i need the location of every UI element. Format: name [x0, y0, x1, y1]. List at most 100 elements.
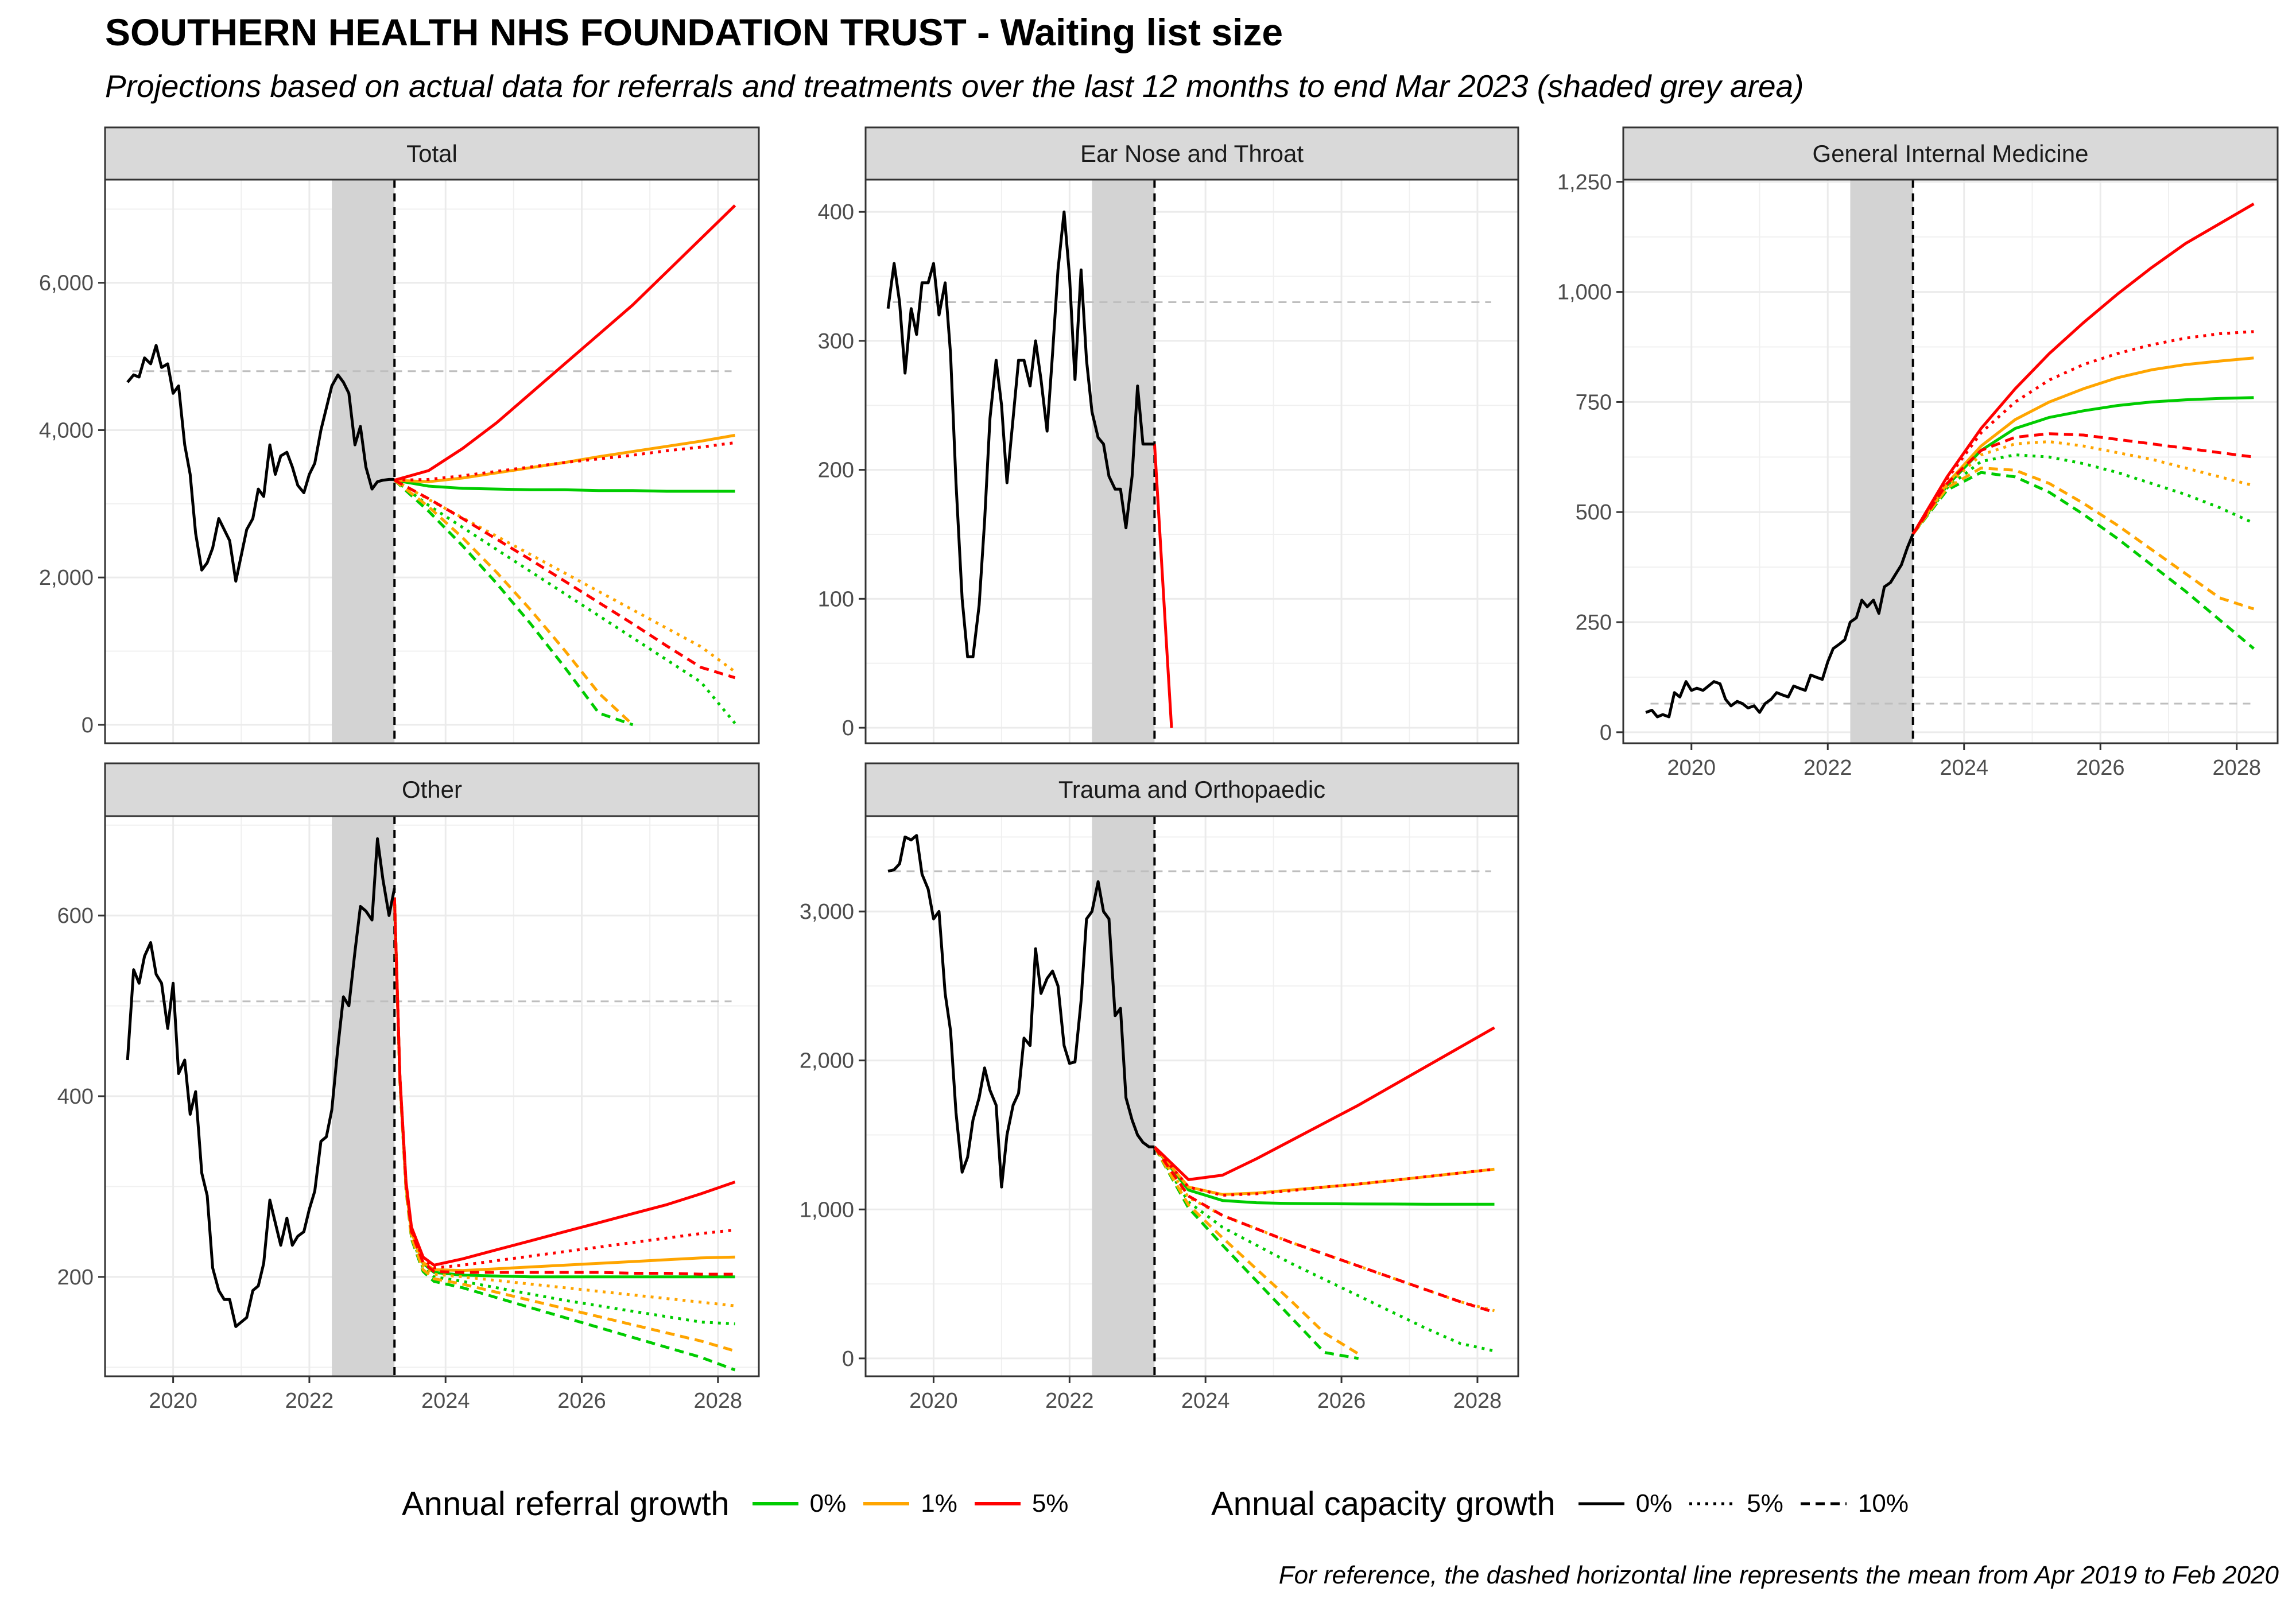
projection-line-ref0-cap10	[1153, 1146, 1359, 1360]
y-tick-label: 300	[818, 329, 854, 354]
x-tick-label: 2022	[285, 1389, 334, 1413]
chart-subtitle: Projections based on actual data for ref…	[105, 68, 1804, 104]
x-tick-label: 2028	[694, 1389, 743, 1413]
chart-title: SOUTHERN HEALTH NHS FOUNDATION TRUST - W…	[105, 11, 1283, 53]
panel-border	[864, 815, 1519, 1377]
capacity-legend-label-0: 0%	[1635, 1489, 1673, 1517]
actual-line	[126, 344, 395, 583]
series-group	[886, 210, 1173, 728]
projection-line-ref5-cap5	[1911, 330, 2254, 535]
x-tick-label: 2026	[1317, 1389, 1366, 1413]
panel-strip-label: Total	[406, 140, 457, 167]
x-tick-label: 2020	[1667, 756, 1716, 780]
projection-line-ref1-cap0	[1153, 1146, 1495, 1196]
projection-line-ref1-cap10	[393, 897, 736, 1353]
y-tick-label: 0	[82, 713, 94, 737]
referral-legend-key-2	[974, 1502, 1021, 1505]
y-tick-label: 200	[57, 1266, 94, 1290]
shaded-period	[1092, 180, 1155, 743]
capacity-legend-label-1: 5%	[1747, 1489, 1783, 1517]
y-tick-label: 100	[818, 587, 854, 611]
y-tick-label: 750	[1576, 390, 1612, 414]
capacity-growth-legend: Annual capacity growth 0% 5% 10%	[1211, 1481, 1920, 1527]
x-tick-label: 2020	[149, 1389, 197, 1413]
x-tick-label: 2024	[1940, 756, 1988, 780]
capacity-legend-key-dashed	[1800, 1502, 1847, 1505]
x-tick-label: 2026	[557, 1389, 606, 1413]
panel-border	[1622, 178, 2279, 744]
y-tick-label: 1,000	[1557, 281, 1612, 305]
panel-strip-label: General Internal Medicine	[1813, 140, 2089, 167]
projection-line-ref0-cap5	[1911, 453, 2255, 535]
projection-line-ref1-cap10	[393, 479, 634, 726]
capacity-legend-key-solid	[1578, 1502, 1624, 1505]
panel-strip	[104, 762, 760, 817]
actual-line	[887, 834, 1155, 1189]
projection-line-ref1-cap0	[1911, 356, 2254, 535]
referral-legend-title: Annual referral growth	[402, 1485, 730, 1523]
chart-caption: For reference, the dashed horizontal lin…	[1278, 1561, 2279, 1589]
y-tick-label: 6,000	[39, 271, 94, 296]
projection-line-ref0-cap10	[393, 479, 634, 727]
y-tick-label: 0	[1600, 721, 1612, 745]
projection-line-ref5-cap5	[394, 441, 735, 482]
projection-line-ref5-cap10	[394, 479, 736, 680]
x-tick-label: 2024	[1181, 1389, 1230, 1413]
projection-line-ref5-cap0	[1153, 444, 1173, 728]
panel-border	[864, 178, 1519, 744]
projection-line-ref0-cap10	[1911, 471, 2255, 650]
x-tick-label: 2022	[1804, 756, 1852, 780]
capacity-legend-title: Annual capacity growth	[1211, 1485, 1556, 1523]
y-tick-label: 1,250	[1557, 170, 1612, 195]
y-tick-label: 3,000	[800, 900, 854, 924]
panel-strip	[864, 126, 1519, 181]
y-tick-label: 400	[57, 1085, 94, 1109]
y-tick-label: 0	[842, 1347, 854, 1371]
x-tick-label: 2024	[421, 1389, 470, 1413]
y-tick-label: 200	[818, 459, 854, 483]
panel-border	[104, 178, 760, 744]
projection-line-ref5-cap0	[1911, 203, 2255, 535]
referral-legend-key-0	[752, 1502, 798, 1505]
referral-growth-legend: Annual referral growth 0% 1% 5%	[402, 1481, 1080, 1527]
x-tick-label: 2028	[1453, 1389, 1502, 1413]
projection-line-ref5-cap0	[1153, 1026, 1495, 1181]
referral-legend-label-2: 5%	[1031, 1489, 1069, 1517]
y-tick-label: 500	[1576, 500, 1612, 525]
panel-total: Total 0 2,000 4,000 6,000	[39, 126, 760, 744]
shaded-period	[1850, 180, 1913, 743]
projection-line-ref1-cap5	[1911, 440, 2255, 535]
projection-line-ref0-cap10	[393, 897, 736, 1372]
x-tick-label: 2020	[909, 1389, 958, 1413]
projection-line-ref1-cap10	[1153, 1146, 1360, 1356]
y-tick-label: 0	[842, 716, 854, 740]
referral-legend-label-1: 1%	[921, 1489, 957, 1517]
series-group	[1645, 203, 2255, 719]
panel-strip-label: Ear Nose and Throat	[1080, 140, 1304, 167]
panel-general-internal-medicine: General Internal Medicine 0 250 500 750 1,000…	[1557, 126, 2279, 780]
panel-ear-nose-and-throat: Ear Nose and Throat 0 100 200 300 400	[818, 126, 1519, 744]
projection-line-ref0-cap0	[394, 479, 735, 493]
projection-line-ref5-cap10	[1911, 432, 2254, 535]
y-tick-label: 1,000	[800, 1198, 854, 1222]
y-tick-label: 600	[57, 904, 94, 928]
panel-strip-label: Trauma and Orthopaedic	[1058, 776, 1325, 803]
y-tick-label: 4,000	[39, 418, 94, 442]
projection-line-ref5-cap10	[393, 897, 735, 1276]
panel-other: Other 200 400 600 2020 2022 2024 2026 2028	[57, 762, 760, 1413]
y-tick-label: 250	[1576, 611, 1612, 635]
projection-line-ref0-cap5	[1153, 1146, 1495, 1353]
panel-strip	[1622, 126, 2279, 181]
panel-strip-label: Other	[402, 776, 462, 803]
referral-legend-label-0: 0%	[809, 1489, 847, 1517]
capacity-legend-label-2: 10%	[1857, 1489, 1909, 1517]
x-tick-label: 2022	[1045, 1389, 1094, 1413]
actual-line	[886, 210, 1155, 658]
series-group	[126, 204, 736, 727]
capacity-legend-key-dotted	[1689, 1502, 1736, 1505]
panel-trauma-and-orthopaedic: Trauma and Orthopaedic 0 1,000 2,000 3,000 20…	[800, 762, 1519, 1413]
referral-legend-key-1	[863, 1502, 910, 1505]
y-tick-label: 2,000	[800, 1049, 854, 1073]
series-group	[126, 837, 736, 1372]
series-group	[887, 834, 1495, 1360]
